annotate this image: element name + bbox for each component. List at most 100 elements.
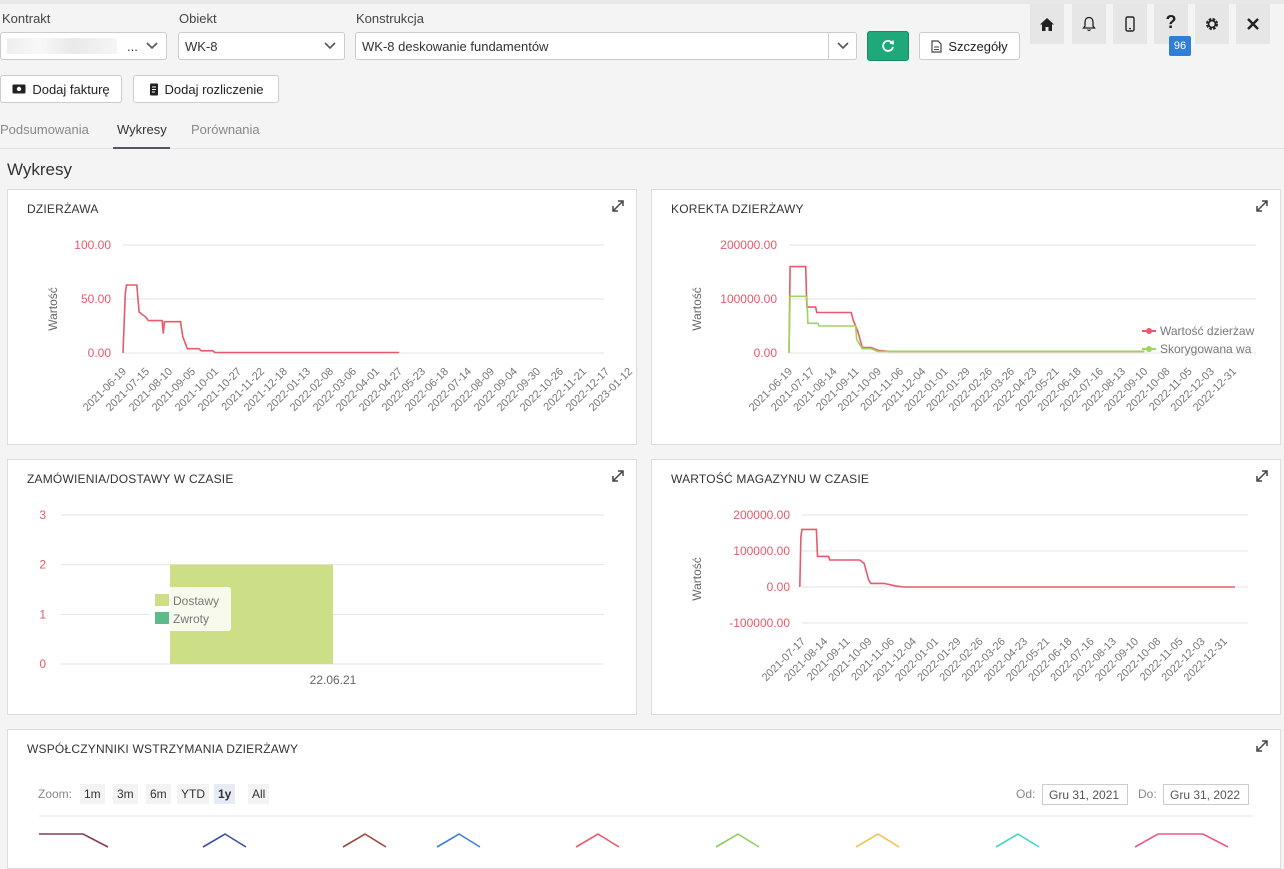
legend-label: Zwroty bbox=[173, 612, 209, 626]
obiekt-label: Obiekt bbox=[179, 11, 217, 26]
zoom-3m-button[interactable]: 3m bbox=[113, 784, 138, 804]
receipt-icon bbox=[149, 83, 158, 95]
y-axis-label: Wartość bbox=[46, 287, 60, 331]
series-line bbox=[342, 833, 387, 848]
chart-zamowienia: 3 2 1 0 22.06.21 Dostawy Zwroty bbox=[39, 508, 604, 687]
expand-icon[interactable] bbox=[610, 198, 626, 214]
kontrakt-select[interactable]: ... bbox=[0, 32, 167, 60]
y-tick-label: 200000.00 bbox=[733, 508, 790, 522]
y-tick-label: -100000.00 bbox=[729, 616, 790, 630]
document-icon bbox=[931, 39, 942, 53]
mobile-icon bbox=[1125, 16, 1135, 32]
add-invoice-label: Dodaj fakturę bbox=[32, 81, 110, 97]
expand-icon[interactable] bbox=[610, 468, 626, 484]
expand-icon[interactable] bbox=[1254, 468, 1270, 484]
close-button[interactable] bbox=[1236, 4, 1270, 44]
series-line bbox=[855, 833, 900, 848]
gear-icon bbox=[1206, 18, 1218, 30]
konstrukcja-value: WK-8 deskowanie fundamentów bbox=[362, 38, 549, 54]
chevron-down-icon bbox=[828, 33, 856, 59]
tabs-divider bbox=[0, 148, 1284, 149]
tab-podsumowania[interactable]: Podsumowania bbox=[0, 122, 89, 137]
konstrukcja-label: Konstrukcja bbox=[356, 11, 424, 26]
konstrukcja-select[interactable]: WK-8 deskowanie fundamentów bbox=[355, 32, 857, 60]
home-button[interactable] bbox=[1030, 4, 1064, 44]
y-tick-label: 1 bbox=[39, 607, 46, 621]
expand-icon[interactable] bbox=[1254, 198, 1270, 214]
tab-porownania[interactable]: Porównania bbox=[191, 122, 260, 137]
legend-marker-dot bbox=[1146, 328, 1152, 334]
add-invoice-button[interactable]: Dodaj fakturę bbox=[0, 75, 122, 103]
zoom-6m-button[interactable]: 6m bbox=[146, 784, 171, 804]
tab-wykresy[interactable]: Wykresy bbox=[117, 122, 167, 137]
home-icon bbox=[1040, 17, 1054, 31]
series-line bbox=[995, 833, 1040, 848]
add-settlement-button[interactable]: Dodaj rozliczenie bbox=[133, 75, 279, 103]
money-icon bbox=[12, 84, 26, 94]
settings-button[interactable] bbox=[1195, 4, 1229, 44]
series-line bbox=[799, 528, 1235, 588]
to-date-input[interactable]: Gru 31, 2022 bbox=[1163, 784, 1249, 805]
legend-box bbox=[149, 587, 231, 631]
zoom-1y-button[interactable]: 1y bbox=[214, 784, 236, 804]
y-tick-label: 100000.00 bbox=[720, 292, 777, 306]
zoom-all-button[interactable]: All bbox=[248, 784, 270, 804]
bell-icon bbox=[1082, 16, 1096, 32]
chart-title: ZAMÓWIENIA/DOSTAWY W CZASIE bbox=[27, 472, 234, 486]
x-tick-label: 22.06.21 bbox=[310, 673, 357, 687]
chart-panel-magazyn: WARTOŚĆ MAGAZYNU W CZASIE 200000.00 10000… bbox=[651, 459, 1281, 715]
obiekt-value: WK-8 bbox=[185, 38, 218, 54]
chart-panel-dzierzawa: DZIERŻAWA 100.00 50.00 0.00 Wartość 2021-06-… bbox=[7, 189, 637, 445]
y-axis-label: Wartość bbox=[690, 557, 704, 601]
series-line bbox=[788, 265, 1145, 354]
y-tick-label: 200000.00 bbox=[720, 238, 777, 252]
mobile-button[interactable] bbox=[1113, 4, 1147, 44]
add-settlement-label: Dodaj rozliczenie bbox=[164, 81, 264, 97]
kontrakt-value-suffix: ... bbox=[127, 38, 138, 54]
chevron-down-icon bbox=[316, 33, 344, 59]
section-title: Wykresy bbox=[7, 160, 73, 179]
y-tick-label: 0.00 bbox=[754, 346, 778, 360]
chart-title: WSPÓŁCZYNNIKI WSTRZYMANIA DZIERŻAWY bbox=[27, 742, 299, 756]
y-tick-label: 100000.00 bbox=[733, 544, 790, 558]
notifications-button[interactable] bbox=[1072, 4, 1106, 44]
coefficients-chart-lines bbox=[39, 815, 1253, 848]
zoom-1m-button[interactable]: 1m bbox=[80, 784, 105, 804]
kontrakt-value-redacted bbox=[7, 38, 117, 54]
expand-icon[interactable] bbox=[1254, 738, 1270, 754]
details-button-label: Szczegóły bbox=[948, 38, 1008, 54]
series-line bbox=[715, 833, 760, 848]
zoom-ytd-button[interactable]: YTD bbox=[177, 784, 209, 804]
legend-label: Wartość dzierżaw bbox=[1160, 324, 1255, 338]
chart-korekta: 200000.00100000.000.00Wartość2021-06-192… bbox=[690, 238, 1256, 414]
chart-magazyn: 200000.00100000.000.00-100000.00Wartość2… bbox=[690, 508, 1248, 684]
series-line bbox=[436, 833, 481, 848]
chart-title: DZIERŻAWA bbox=[27, 202, 99, 216]
refresh-button[interactable] bbox=[867, 31, 909, 61]
chart-title: WARTOŚĆ MAGAZYNU W CZASIE bbox=[671, 472, 870, 486]
y-axis-label: Wartość bbox=[690, 287, 704, 331]
chart-panel-korekta: KOREKTA DZIERŻAWY 200000.00 100000.00 0.00… bbox=[651, 189, 1281, 445]
from-label: Od: bbox=[1016, 787, 1036, 801]
series-line bbox=[39, 833, 109, 848]
details-button[interactable]: Szczegóły bbox=[919, 32, 1020, 60]
kontrakt-label: Kontrakt bbox=[2, 11, 51, 26]
y-tick-label: 50.00 bbox=[81, 292, 111, 306]
y-tick-label: 0 bbox=[39, 657, 46, 671]
top-strip bbox=[0, 0, 1284, 4]
legend-marker-dot bbox=[1146, 346, 1152, 352]
y-tick-label: 0.00 bbox=[88, 346, 112, 360]
question-icon: ? bbox=[1165, 11, 1177, 32]
legend-label: Dostawy bbox=[173, 594, 219, 608]
from-date-input[interactable]: Gru 31, 2021 bbox=[1042, 784, 1128, 805]
legend-swatch bbox=[155, 612, 169, 624]
notification-count-badge: 96 bbox=[1169, 36, 1191, 56]
close-icon bbox=[1247, 18, 1259, 30]
series-line bbox=[122, 284, 399, 354]
zoom-label: Zoom: bbox=[38, 787, 73, 801]
y-tick-label: 0.00 bbox=[767, 580, 791, 594]
chevron-down-icon bbox=[138, 33, 166, 59]
obiekt-select[interactable]: WK-8 bbox=[178, 32, 345, 60]
series-line bbox=[1134, 833, 1229, 848]
chart-dzierzawa: 100.0050.000.00Wartość2021-06-192021-07-… bbox=[46, 238, 635, 414]
